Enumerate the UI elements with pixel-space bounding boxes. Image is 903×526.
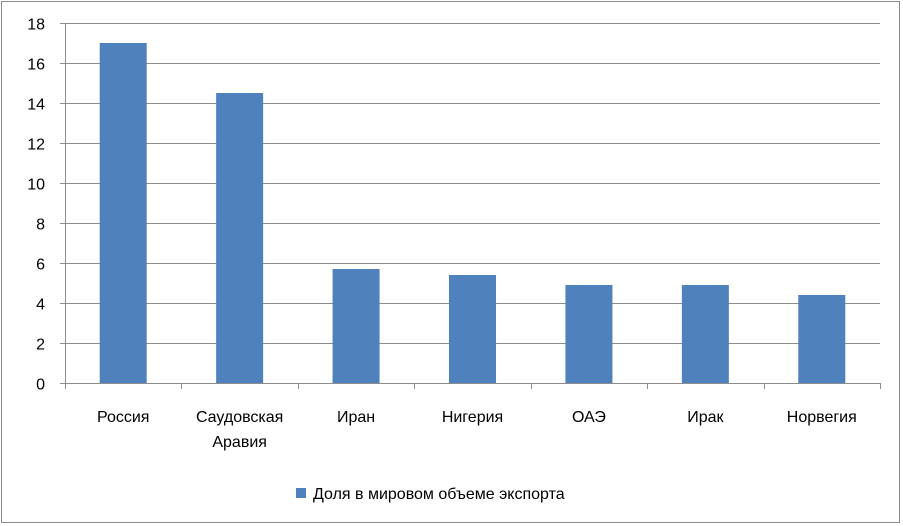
legend-swatch bbox=[296, 488, 306, 498]
y-tick-label: 14 bbox=[27, 97, 45, 114]
bar bbox=[99, 43, 147, 383]
y-tick-label: 16 bbox=[27, 57, 45, 74]
bar bbox=[565, 285, 613, 383]
bars bbox=[99, 43, 846, 383]
bar bbox=[216, 93, 264, 383]
bar bbox=[798, 295, 846, 383]
x-category-label: ОАЭ bbox=[572, 409, 606, 426]
x-category-label: Норвегия bbox=[787, 409, 857, 426]
x-category-label: Ирак bbox=[687, 409, 724, 426]
y-tick-label: 12 bbox=[27, 137, 45, 154]
bar bbox=[681, 285, 729, 383]
y-tick-label: 0 bbox=[36, 377, 45, 394]
legend-label: Доля в мировом объеме экспорта bbox=[313, 486, 565, 503]
x-category-label: Иран bbox=[337, 409, 375, 426]
y-axis-tick-labels: 0 2 4 6 8 10 12 14 16 18 bbox=[27, 17, 45, 394]
x-category-label: Нигерия bbox=[442, 409, 503, 426]
legend: Доля в мировом объеме экспорта bbox=[296, 486, 565, 503]
y-tick-label: 8 bbox=[36, 217, 45, 234]
axes bbox=[60, 23, 881, 389]
bar bbox=[332, 269, 380, 383]
y-tick-label: 4 bbox=[36, 297, 45, 314]
x-category-label: Саудовская bbox=[196, 409, 283, 426]
bar bbox=[449, 275, 496, 383]
y-tick-label: 6 bbox=[36, 257, 45, 274]
y-tick-label: 10 bbox=[27, 177, 45, 194]
y-tick-label: 18 bbox=[27, 17, 45, 34]
x-category-label: Аравия bbox=[212, 434, 267, 451]
y-tick-label: 2 bbox=[36, 337, 45, 354]
x-category-label: Россия bbox=[97, 409, 149, 426]
x-axis-category-labels: Россия Саудовская Аравия Иран Нигерия ОАЭ Ирак… bbox=[97, 409, 857, 451]
gridlines bbox=[65, 23, 880, 344]
